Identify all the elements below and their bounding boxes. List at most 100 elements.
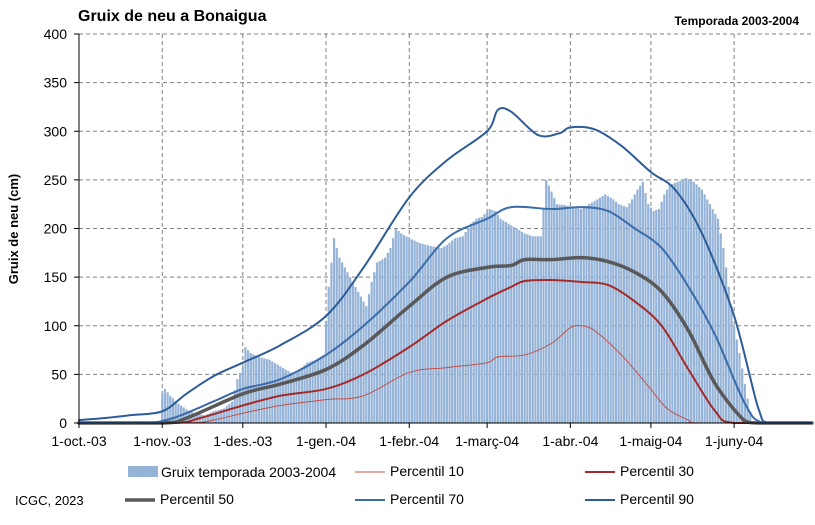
snow-depth-bar bbox=[644, 193, 647, 423]
credit-text: ICGC, 2023 bbox=[15, 493, 84, 508]
snow-depth-bar bbox=[571, 207, 575, 423]
snow-depth-bar bbox=[330, 262, 333, 423]
snow-depth-bar bbox=[722, 247, 725, 423]
snow-depth-bar bbox=[566, 205, 569, 423]
x-tick-label: 1-oct.-03 bbox=[51, 433, 106, 449]
snow-depth-bar bbox=[657, 209, 661, 423]
snow-depth-bar bbox=[483, 214, 486, 423]
snow-depth-bar bbox=[620, 205, 623, 423]
snow-depth-bar bbox=[692, 181, 695, 423]
snow-depth-bar bbox=[354, 286, 357, 423]
snow-depth-bar bbox=[212, 411, 215, 423]
snow-depth-bar bbox=[201, 414, 204, 423]
snow-depth-bar bbox=[432, 246, 435, 423]
snow-depth-bar bbox=[636, 189, 639, 423]
snow-depth-bar bbox=[271, 361, 274, 423]
snow-depth-bar bbox=[593, 200, 596, 423]
snow-depth-bar bbox=[553, 197, 556, 423]
snow-depth-bar bbox=[230, 401, 234, 423]
y-tick-label: 250 bbox=[44, 172, 68, 188]
snow-depth-bar bbox=[676, 181, 679, 423]
snow-depth-bar bbox=[324, 320, 328, 423]
snow-depth-bar bbox=[292, 374, 295, 424]
snow-depth-bar bbox=[590, 202, 593, 423]
y-tick-label: 50 bbox=[51, 366, 67, 382]
snow-depth-bar bbox=[528, 235, 532, 423]
snow-depth-bar bbox=[459, 236, 462, 423]
legend-label-bars: Gruix temporada 2003-2004 bbox=[161, 464, 336, 480]
snow-depth-bar bbox=[440, 247, 443, 423]
snow-depth-bar bbox=[526, 234, 529, 423]
snow-depth-bar bbox=[228, 403, 231, 423]
snow-depth-bar bbox=[523, 233, 526, 423]
snow-depth-bar bbox=[486, 211, 489, 423]
series-line-p10 bbox=[78, 324, 813, 424]
percentile-lines bbox=[77, 107, 814, 425]
snow-depth-bar bbox=[416, 241, 419, 423]
snow-depth-bar bbox=[418, 243, 422, 423]
y-tick-label: 0 bbox=[59, 415, 67, 431]
snow-depth-bar bbox=[467, 227, 470, 423]
snow-depth-bar bbox=[561, 204, 564, 423]
snow-depth-bar bbox=[491, 210, 494, 423]
series-line-p50 bbox=[77, 255, 814, 425]
snow-depth-bar bbox=[300, 367, 303, 423]
snow-depth-bar bbox=[408, 238, 411, 423]
snow-depth-bar bbox=[381, 259, 384, 423]
snow-depth-bar bbox=[660, 201, 663, 423]
snow-depth-bar bbox=[451, 240, 454, 423]
x-tick-label: 1-abr.-04 bbox=[542, 433, 598, 449]
snow-depth-bar bbox=[499, 218, 502, 423]
snow-depth-bar bbox=[547, 185, 550, 423]
y-tick-label: 100 bbox=[44, 318, 68, 334]
snow-depth-bar bbox=[193, 413, 196, 423]
snow-depth-bar bbox=[690, 180, 693, 423]
snow-depth-bar bbox=[435, 246, 438, 423]
legend-label-p30: Percentil 30 bbox=[620, 463, 694, 479]
legend-label-p90: Percentil 90 bbox=[620, 491, 694, 507]
snow-depth-bar bbox=[456, 237, 459, 423]
series-line-p90 bbox=[78, 107, 813, 424]
snow-depth-bar bbox=[287, 371, 290, 423]
snow-depth-bar bbox=[174, 400, 177, 423]
snow-depth-bar bbox=[421, 243, 424, 423]
snow-depth-bar bbox=[405, 236, 408, 423]
snow-depth-bar bbox=[588, 204, 591, 423]
snow-depth-bar bbox=[550, 191, 553, 423]
snow-depth-bar bbox=[569, 206, 572, 423]
snow-depth-bar bbox=[714, 213, 717, 423]
snow-depth-bar bbox=[617, 204, 620, 423]
snow-depth-bar bbox=[488, 209, 491, 423]
snow-depth-bar bbox=[663, 194, 666, 423]
snow-depth-bar bbox=[298, 369, 301, 423]
snow-depth-bar bbox=[389, 247, 392, 423]
snow-depth-bar bbox=[443, 246, 446, 423]
snow-depth-bar bbox=[545, 179, 548, 424]
snow-depth-bar bbox=[222, 408, 226, 423]
snow-depth-bar bbox=[520, 231, 524, 423]
snow-depth-bar bbox=[534, 236, 537, 423]
series-line-p30 bbox=[78, 278, 813, 425]
snow-depth-bar bbox=[392, 238, 395, 423]
snow-depth-bar bbox=[716, 218, 720, 423]
snow-depth-bar bbox=[631, 199, 634, 423]
snow-depth-bar bbox=[496, 214, 499, 423]
snow-depth-bar bbox=[244, 347, 247, 423]
snow-depth-bar bbox=[402, 234, 405, 423]
snow-depth-bar bbox=[735, 339, 738, 423]
legend-label-p50: Percentil 50 bbox=[160, 491, 234, 507]
snow-depth-bar bbox=[733, 325, 736, 423]
snow-depth-bar bbox=[706, 199, 709, 423]
snow-depth-bar bbox=[343, 267, 346, 423]
snow-depth-bar bbox=[724, 267, 728, 423]
x-tick-label: 1-des.-03 bbox=[213, 433, 272, 449]
snow-depth-bar bbox=[515, 228, 518, 423]
snow-depth-bar bbox=[268, 359, 271, 423]
snow-depth-bar bbox=[295, 372, 298, 423]
snow-depth-bar bbox=[233, 390, 236, 423]
snow-depth-bar bbox=[647, 204, 650, 423]
x-tick-label: 1-maig-04 bbox=[619, 433, 682, 449]
y-axis-label: Gruix de neu (cm) bbox=[6, 174, 21, 285]
snow-depth-bar bbox=[367, 294, 371, 423]
